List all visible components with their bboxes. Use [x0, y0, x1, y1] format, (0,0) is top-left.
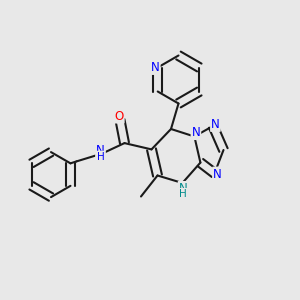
Text: N: N	[191, 126, 200, 139]
Text: O: O	[115, 110, 124, 123]
Text: H: H	[97, 152, 104, 162]
Text: N: N	[213, 167, 222, 181]
Text: H: H	[179, 189, 187, 199]
Text: N: N	[178, 182, 188, 195]
Text: N: N	[96, 144, 105, 157]
Text: N: N	[211, 118, 220, 131]
Text: N: N	[151, 61, 160, 74]
